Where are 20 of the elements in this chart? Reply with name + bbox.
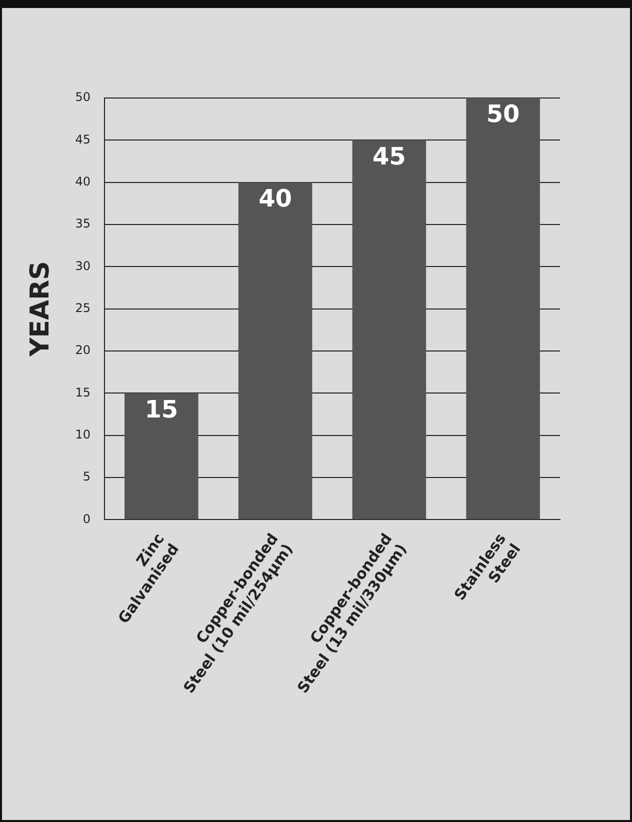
data-label: 50 bbox=[486, 100, 520, 128]
y-axis-title: YEARS bbox=[25, 261, 56, 358]
y-tick-label: 10 bbox=[75, 427, 90, 442]
y-tick-label: 25 bbox=[75, 300, 90, 315]
y-tick-label: 45 bbox=[75, 132, 90, 146]
y-tick-label: 40 bbox=[75, 174, 90, 188]
bar bbox=[124, 393, 198, 520]
bar bbox=[466, 98, 540, 520]
data-label: 40 bbox=[258, 184, 292, 213]
y-tick-label: 15 bbox=[75, 385, 90, 400]
y-tick-label: 0 bbox=[82, 512, 90, 526]
y-tick-label: 20 bbox=[75, 343, 90, 358]
data-label: 15 bbox=[144, 395, 178, 424]
bar bbox=[352, 140, 426, 520]
y-tick-label: 35 bbox=[75, 216, 90, 231]
y-tick-label: 50 bbox=[75, 90, 90, 104]
y-tick-label: 30 bbox=[75, 258, 90, 273]
data-label: 45 bbox=[372, 142, 406, 170]
bar bbox=[238, 182, 312, 520]
y-tick-label: 5 bbox=[82, 470, 90, 484]
